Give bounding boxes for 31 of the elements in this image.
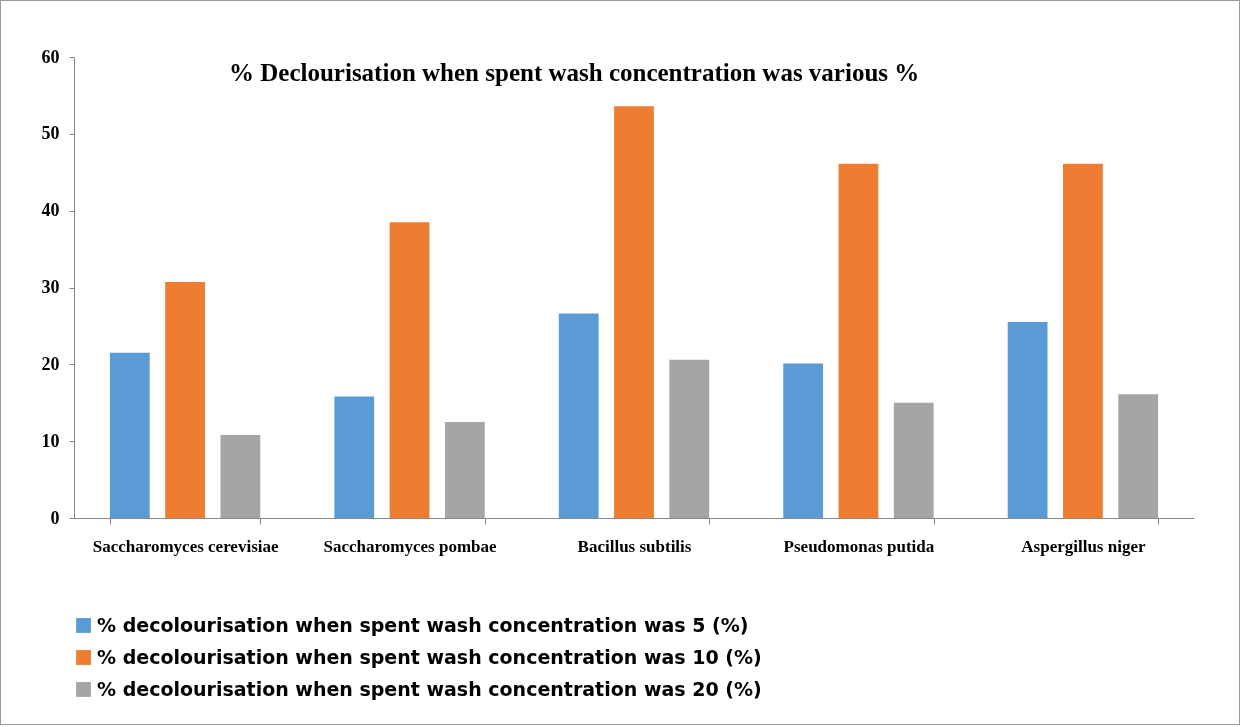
y-tick-label: 20 bbox=[41, 353, 60, 374]
bar bbox=[444, 421, 485, 518]
bar bbox=[334, 396, 375, 518]
y-tick-label: 0 bbox=[50, 507, 60, 528]
bar bbox=[389, 222, 430, 518]
legend-label: % decolourisation when spent wash concentration was 10 (%) bbox=[97, 645, 762, 668]
x-tick-label: Pseudomonas putida bbox=[783, 536, 935, 556]
y-tick-label: 60 bbox=[41, 46, 60, 67]
y-tick-label: 30 bbox=[41, 277, 60, 297]
bar bbox=[165, 282, 206, 518]
bar bbox=[1007, 322, 1048, 518]
bar bbox=[783, 363, 824, 518]
bar bbox=[838, 163, 879, 518]
bar bbox=[1118, 394, 1159, 518]
y-tick-label: 10 bbox=[41, 430, 60, 451]
x-tick-label: Saccharomyces pombae bbox=[323, 536, 497, 556]
y-tick-label: 40 bbox=[41, 200, 60, 221]
legend-label: % decolourisation when spent wash concentration was 5 (%) bbox=[97, 613, 749, 636]
legend-label: % decolourisation when spent wash concentration was 20 (%) bbox=[97, 677, 762, 700]
x-tick-label: Aspergillus niger bbox=[1021, 536, 1146, 556]
bar bbox=[1062, 163, 1103, 518]
bar bbox=[669, 359, 710, 518]
bar bbox=[558, 313, 599, 518]
y-tick-label: 50 bbox=[41, 123, 60, 144]
x-tick-label: Bacillus subtilis bbox=[577, 536, 692, 556]
x-tick-label: Saccharomyces cerevisiae bbox=[92, 536, 279, 556]
bar bbox=[893, 402, 934, 518]
chart-title: % Declourisation when spent wash concentration was various % bbox=[229, 59, 920, 86]
bar bbox=[614, 106, 654, 518]
bar bbox=[109, 352, 150, 518]
bar bbox=[220, 435, 261, 518]
